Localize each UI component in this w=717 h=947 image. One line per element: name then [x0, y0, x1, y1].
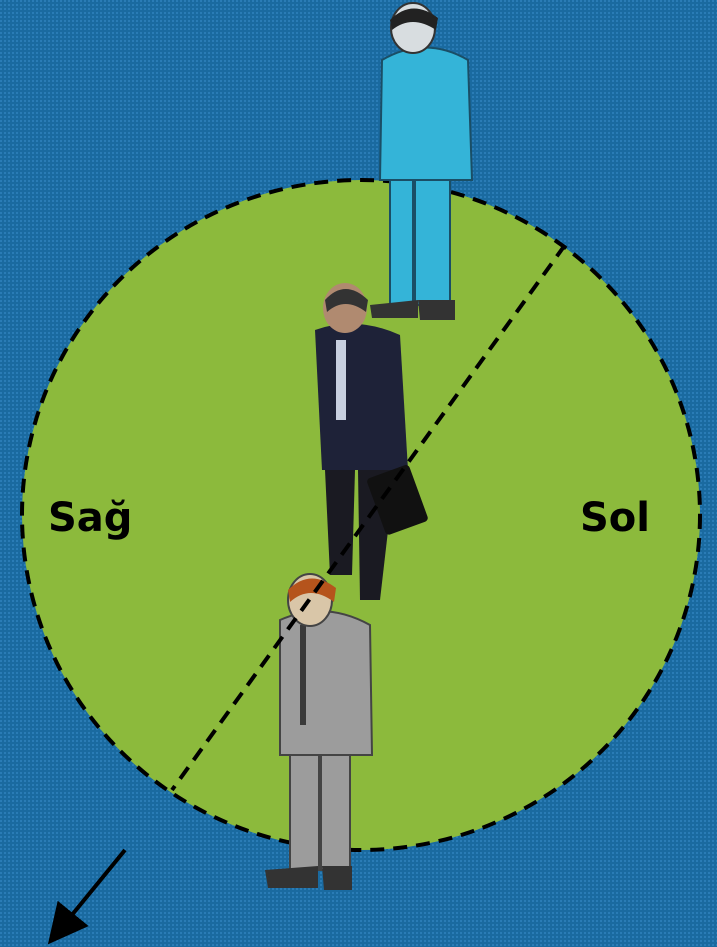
diagram: Sağ Sol: [0, 0, 717, 947]
label-left: Sol: [580, 495, 650, 541]
label-right: Sağ: [48, 495, 132, 541]
page: Sağ Sol (() => { const data = JSON.parse…: [0, 0, 717, 947]
